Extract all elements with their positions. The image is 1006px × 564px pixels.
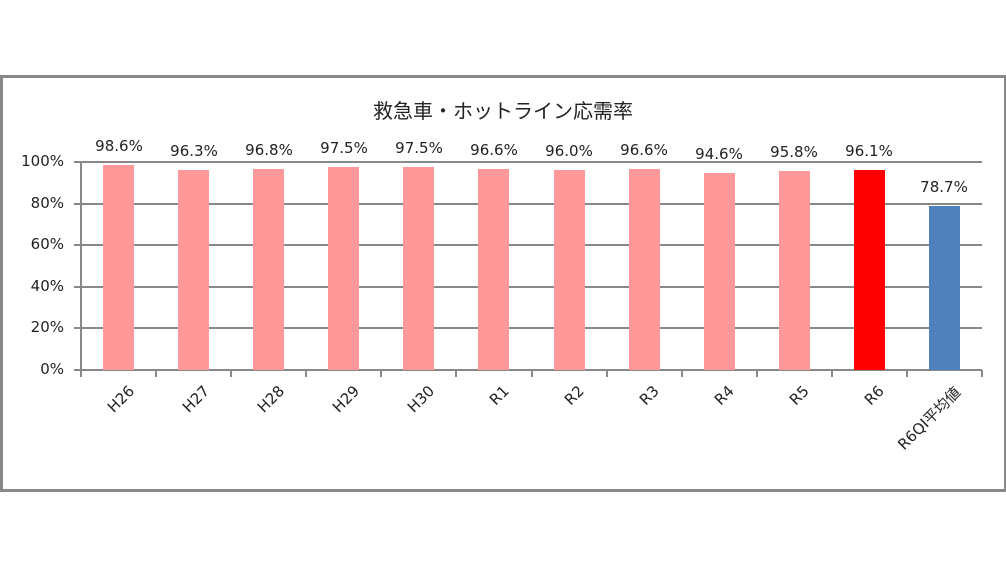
x-tick	[230, 370, 232, 377]
bar-H27	[178, 170, 209, 370]
x-tick	[606, 370, 608, 377]
data-label: 94.6%	[695, 145, 743, 163]
bar-R6	[854, 170, 885, 370]
x-tick	[906, 370, 908, 377]
bar-R1	[478, 169, 509, 370]
x-tick	[756, 370, 758, 377]
x-tick	[831, 370, 833, 377]
gridline	[74, 161, 982, 163]
data-label: 96.3%	[170, 142, 218, 160]
y-axis	[80, 162, 82, 372]
chart-title: 救急車・ホットライン応需率	[373, 99, 633, 123]
y-tick-label: 40%	[30, 276, 64, 295]
data-label: 96.6%	[620, 141, 668, 159]
x-tick	[455, 370, 457, 377]
data-label: 98.6%	[95, 137, 143, 155]
x-tick	[380, 370, 382, 377]
y-tick-label: 20%	[30, 318, 64, 337]
bar-R3	[629, 169, 660, 370]
bar-R5	[779, 171, 810, 370]
x-tick	[681, 370, 683, 377]
x-tick	[531, 370, 533, 377]
bar-H26	[103, 165, 134, 370]
gridline	[74, 285, 982, 288]
data-label: 96.8%	[245, 141, 293, 159]
bar-H30	[403, 167, 434, 370]
data-label: 97.5%	[395, 139, 443, 157]
x-tick	[981, 370, 983, 377]
y-tick-label: 80%	[30, 193, 64, 212]
y-tick-label: 0%	[40, 360, 64, 378]
data-label: 78.7%	[920, 178, 968, 196]
bar-H29	[328, 167, 359, 370]
data-label: 96.0%	[545, 142, 593, 160]
bar-H28	[253, 169, 284, 370]
data-label: 96.6%	[470, 141, 518, 159]
gridline	[74, 327, 982, 330]
chart-frame	[0, 75, 1006, 492]
data-label: 95.8%	[770, 143, 818, 161]
gridline	[74, 369, 982, 371]
bar-R6QI平均値	[929, 206, 960, 370]
x-tick	[155, 370, 157, 377]
bar-R2	[554, 170, 585, 370]
x-tick	[80, 370, 82, 377]
gridline	[74, 244, 982, 247]
gridline	[74, 202, 982, 205]
y-tick-label: 100%	[21, 152, 64, 170]
bar-R4	[704, 173, 735, 370]
data-label: 96.1%	[845, 142, 893, 160]
y-tick-label: 60%	[30, 235, 64, 254]
x-tick	[305, 370, 307, 377]
data-label: 97.5%	[320, 139, 368, 157]
